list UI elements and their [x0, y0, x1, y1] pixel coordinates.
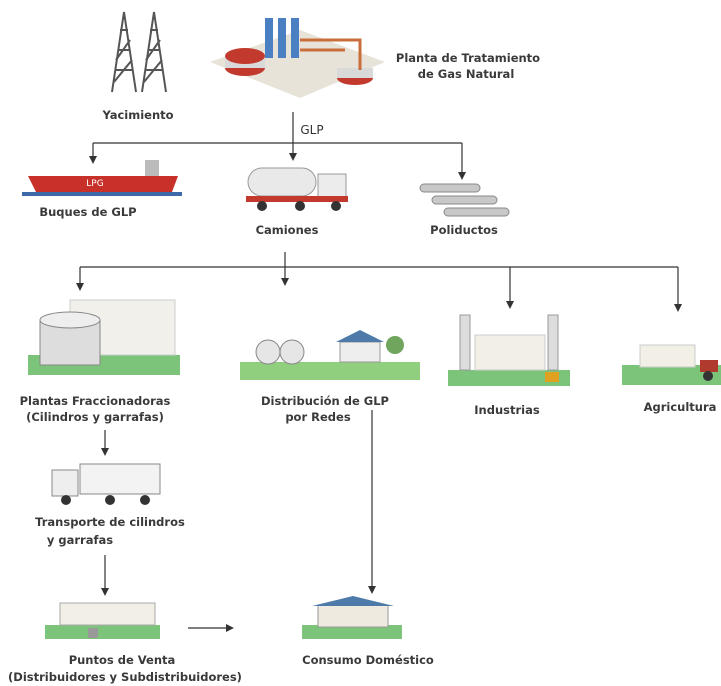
- node-label: y garrafas: [47, 533, 113, 547]
- node-label: Poliductos: [430, 223, 498, 237]
- node-label: Buques de GLP: [39, 205, 136, 219]
- cylinder-truck-icon: [52, 464, 160, 505]
- node-label: Agricultura: [644, 400, 717, 414]
- derrick-icon: [112, 12, 166, 92]
- industry-icon: [448, 315, 570, 386]
- node-label: (Cilindros y garrafas): [26, 410, 164, 424]
- node-label: Puntos de Venta: [69, 653, 176, 667]
- node-label: de Gas Natural: [418, 67, 515, 81]
- node-label: Industrias: [474, 403, 540, 417]
- node-label: Transporte de cilindros: [35, 515, 185, 529]
- node-label: (Distribuidores y Subdistribuidores): [8, 670, 242, 684]
- truck-icon: [246, 168, 348, 211]
- node-label: Plantas Fraccionadoras: [20, 394, 171, 408]
- distribution-icon: [240, 330, 420, 380]
- node-label: Consumo Doméstico: [302, 653, 434, 667]
- diagram: LPG: [0, 0, 721, 686]
- fractionating-plant-icon: [28, 300, 180, 375]
- node-label: por Redes: [285, 410, 350, 424]
- agriculture-icon: [622, 345, 721, 385]
- node-label: Planta de Tratamiento: [396, 51, 540, 65]
- node-label: Yacimiento: [101, 108, 173, 122]
- node-label: Camiones: [256, 223, 319, 237]
- house-icon: [302, 596, 402, 639]
- plant-icon: [210, 18, 385, 98]
- ship-icon: LPG: [22, 160, 182, 196]
- ship-marking: LPG: [86, 179, 103, 189]
- pipes-icon: [420, 184, 509, 216]
- arrow-label: GLP: [300, 123, 323, 137]
- sales-point-icon: [45, 603, 160, 639]
- node-label: Distribución de GLP: [261, 394, 389, 408]
